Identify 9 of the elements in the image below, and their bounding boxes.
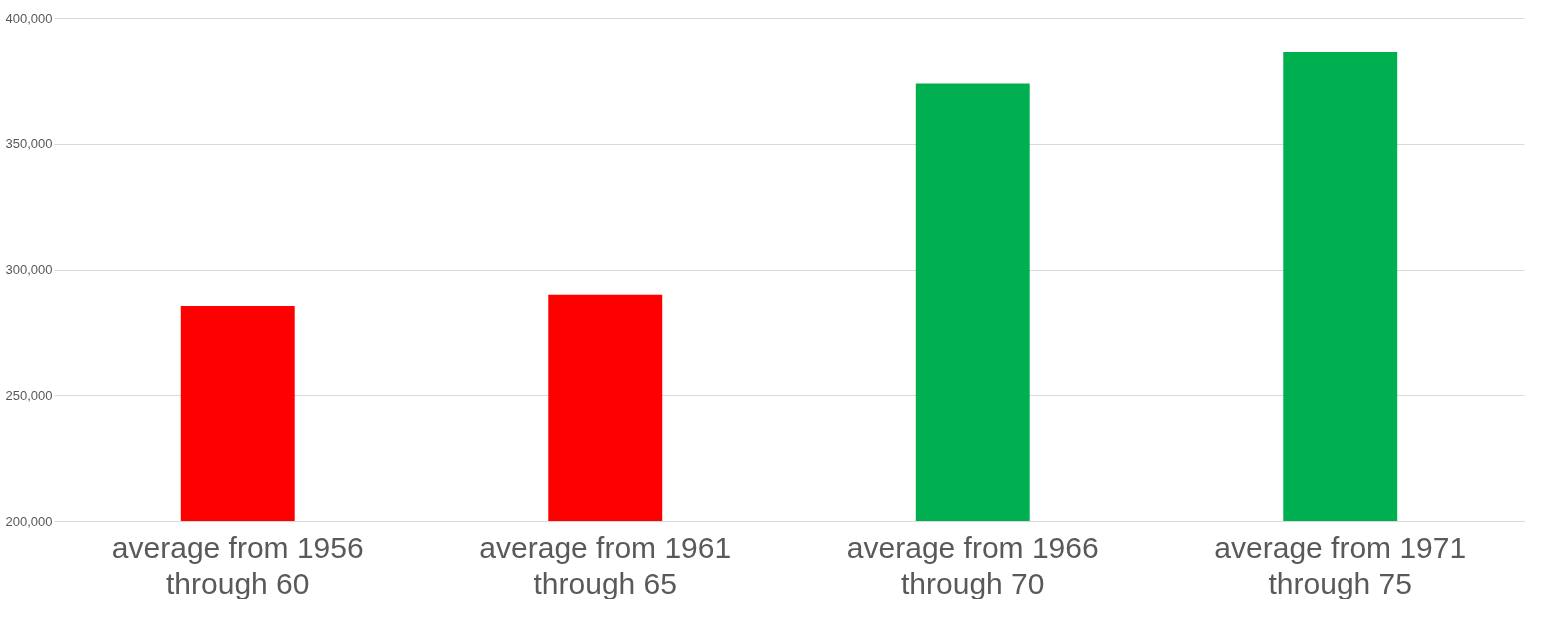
x-tick-label: average from 1956 through 60: [111, 530, 364, 600]
x-tick-label: average from 1966 through 70: [846, 530, 1099, 600]
x-tick-label: average from 1961 through 65: [479, 530, 732, 600]
y-tick-label: 250,000: [5, 387, 53, 403]
y-tick-label: 350,000: [5, 136, 53, 152]
y-tick-label: 400,000: [5, 10, 53, 26]
y-tick-label: 300,000: [5, 262, 53, 277]
x-tick-label: average from 1971 through 75: [1214, 530, 1467, 600]
y-tick-label: 200,000: [5, 513, 53, 529]
